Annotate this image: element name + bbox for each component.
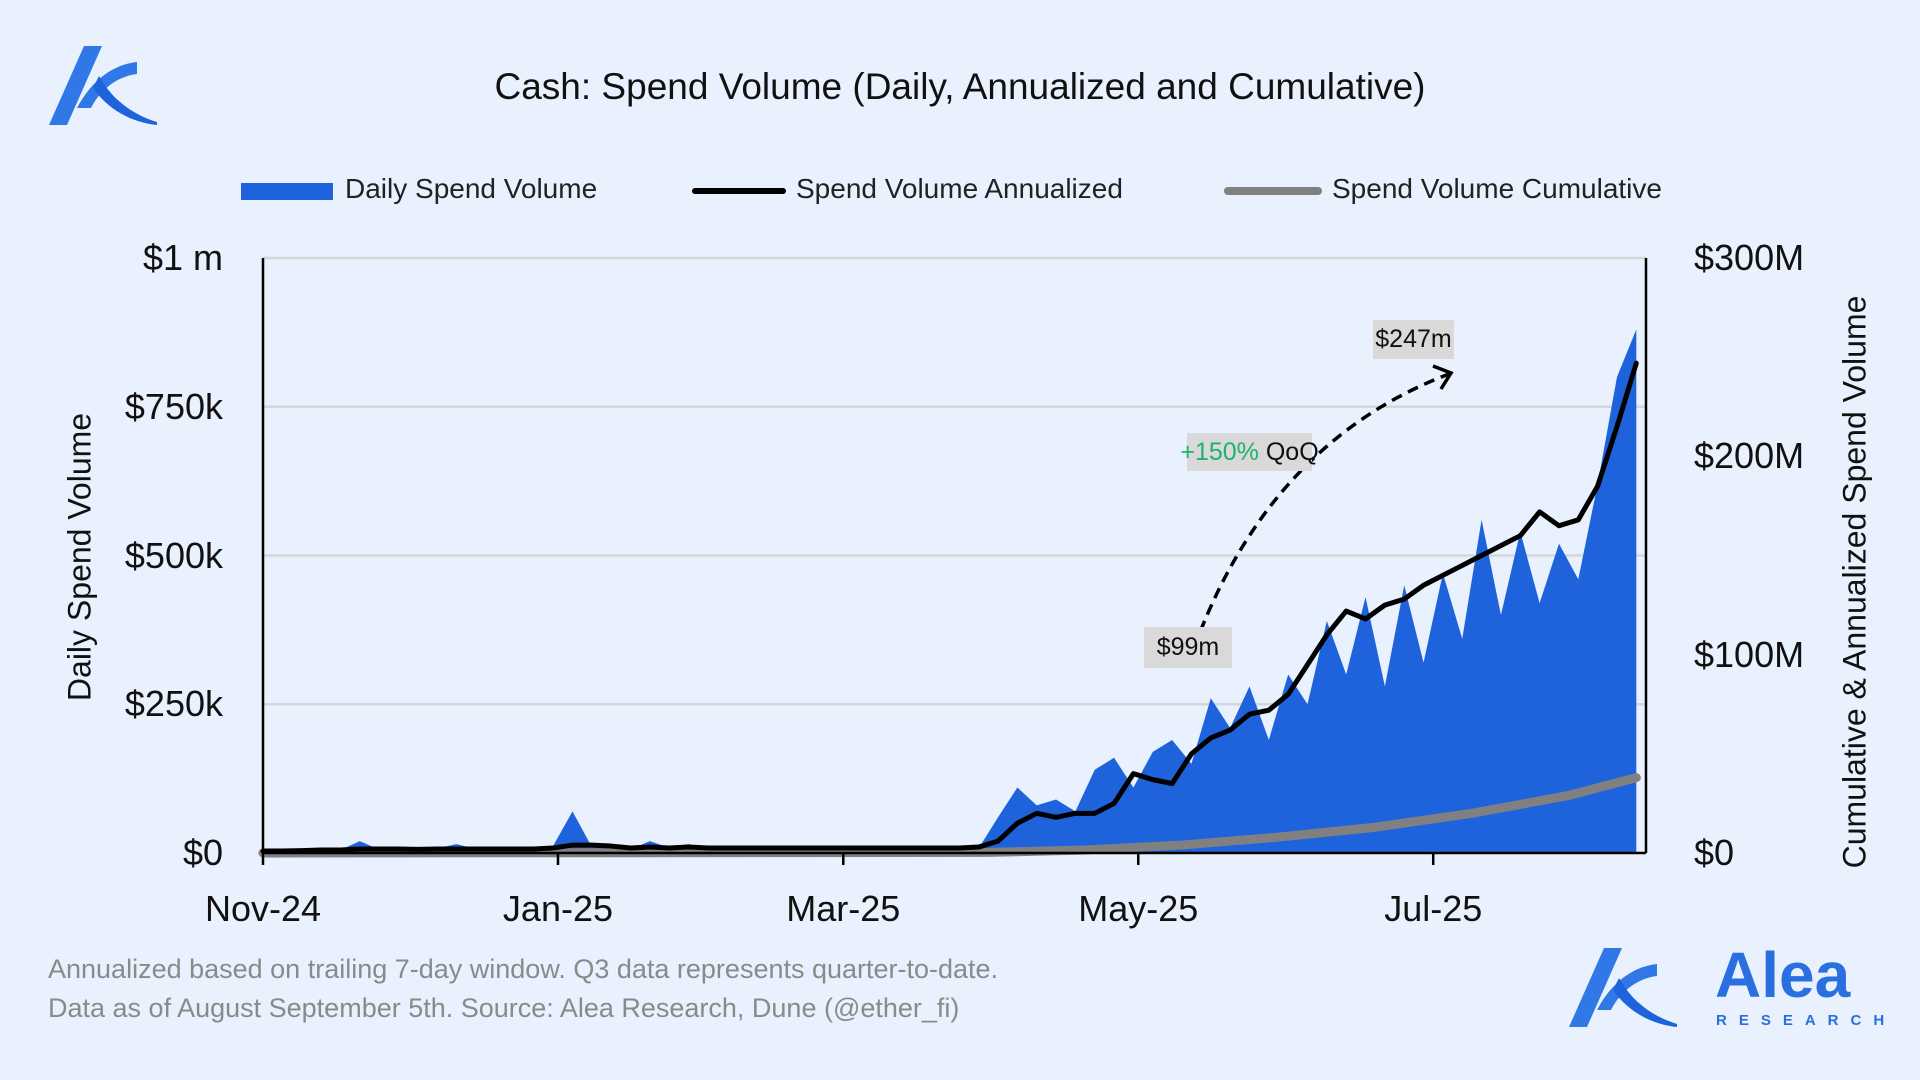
right-axis-label: Cumulative & Annualized Spend Volume: [1836, 295, 1873, 869]
right-tick-label: $0: [1694, 832, 1735, 873]
annotation-99m: $99m: [1144, 627, 1232, 668]
left-tick-label: $1 m: [142, 237, 223, 278]
right-tick-label: $100M: [1694, 633, 1805, 675]
annualized-line-layer: [260, 360, 1639, 854]
x-tick-label: Jul-25: [1384, 888, 1483, 929]
legend-swatch-cumulative: [1224, 187, 1322, 195]
qoq-arrow-head: [1432, 364, 1454, 390]
brand-name: Alea: [1715, 939, 1851, 1011]
left-tick-label: $500k: [124, 534, 223, 576]
daily-area-layer: [263, 329, 1637, 853]
left-tick-label: $750k: [124, 385, 223, 427]
qoq-suffix: QoQ: [1265, 437, 1319, 466]
daily-spend-area: [263, 329, 1637, 853]
legend-swatch-annualized: [692, 188, 786, 194]
x-tick-label: Jan-25: [502, 888, 614, 929]
alea-logo-icon: [49, 46, 157, 125]
chart-title: Cash: Spend Volume (Daily, Annualized an…: [494, 66, 1426, 107]
left-tick-label: $250k: [124, 683, 223, 725]
annotation-qoq: +150% QoQ: [1180, 433, 1319, 471]
qoq-change: +150%: [1180, 437, 1259, 466]
brand-subtitle: RESEARCH: [1716, 1012, 1897, 1029]
alea-research-logo-icon: [1569, 948, 1677, 1027]
legend-swatch-daily: [241, 183, 333, 200]
cumulative-line-layer: [258, 773, 1641, 858]
cumulative-line: [258, 773, 1641, 858]
annotation-247m: $247m: [1373, 320, 1454, 359]
left-tick-label: $0: [182, 832, 223, 873]
x-tick-label: Nov-24: [204, 888, 322, 929]
annualized-line: [260, 360, 1639, 854]
right-tick-label: $200M: [1694, 435, 1805, 477]
x-tick-label: Mar-25: [786, 888, 901, 929]
footnote-line-1: Annualized based on trailing 7-day windo…: [48, 954, 999, 984]
legend-label-cumulative: Spend Volume Cumulative: [1332, 173, 1662, 204]
left-axis-label: Daily Spend Volume: [61, 412, 98, 702]
legend-label-annualized: Spend Volume Annualized: [796, 173, 1123, 204]
qoq-growth-arrow: [1186, 372, 1450, 666]
axes: [261, 258, 1648, 865]
legend-label-daily: Daily Spend Volume: [345, 173, 598, 204]
footnote-line-2: Data as of August September 5th. Source:…: [48, 993, 960, 1023]
right-tick-label: $300M: [1694, 237, 1805, 278]
x-tick-label: May-25: [1078, 888, 1199, 929]
